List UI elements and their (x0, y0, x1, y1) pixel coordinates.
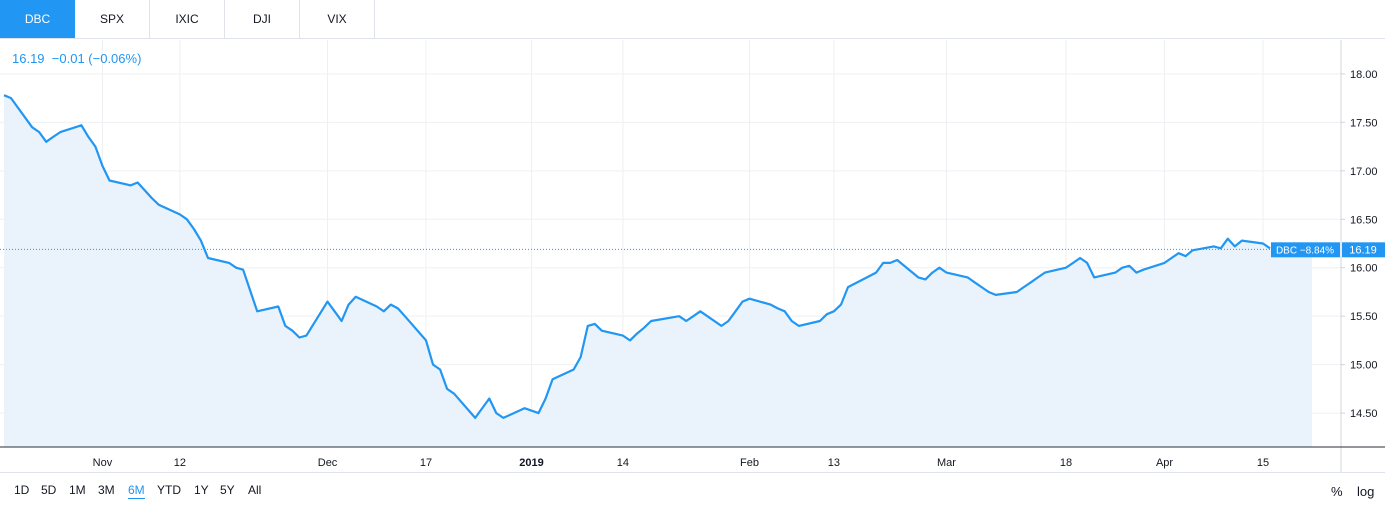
range-1y[interactable]: 1Y (194, 483, 209, 497)
series-area (4, 95, 1312, 447)
x-tick-label: Feb (740, 457, 759, 469)
tab-spx[interactable]: SPX (75, 0, 150, 38)
x-tick-label: Nov (93, 457, 113, 469)
y-tick-label: 17.00 (1350, 166, 1378, 178)
x-tick-label: 14 (617, 457, 629, 469)
tab-ixic[interactable]: IXIC (150, 0, 225, 38)
range-3m[interactable]: 3M (98, 483, 115, 497)
x-tick-label: 18 (1060, 457, 1072, 469)
range-5d[interactable]: 5D (41, 483, 57, 497)
range-ytd[interactable]: YTD (157, 483, 181, 497)
tab-dbc[interactable]: DBC (0, 0, 75, 38)
range-1d[interactable]: 1D (14, 483, 30, 497)
y-tick-label: 18.00 (1350, 69, 1378, 81)
x-tick-label: Apr (1156, 457, 1173, 469)
x-tick-label: Dec (318, 457, 338, 469)
range-6m[interactable]: 6M (128, 483, 145, 499)
y-tick-label: 16.00 (1350, 263, 1378, 275)
range-all[interactable]: All (248, 483, 262, 497)
x-tick-label: 12 (174, 457, 186, 469)
x-tick-label: 15 (1257, 457, 1269, 469)
x-tick-label: 2019 (519, 457, 543, 469)
log-scale-toggle[interactable]: log (1357, 484, 1375, 499)
range-bar: 1D 5D 1M 3M 6M YTD 1Y 5Y All % log (0, 472, 1385, 506)
y-tick-label: 16.50 (1350, 214, 1378, 226)
x-tick-label: 17 (420, 457, 432, 469)
quote-readout: 16.19 −0.01 (−0.06%) (12, 51, 141, 66)
tab-dji[interactable]: DJI (225, 0, 300, 38)
last-price-text: 16.19 (1349, 244, 1377, 256)
range-5y[interactable]: 5Y (220, 483, 235, 497)
quote-change: −0.01 (−0.06%) (51, 51, 142, 66)
last-price-badge (1342, 242, 1385, 258)
last-label-text: DBC −8.84% (1276, 245, 1334, 256)
tab-vix[interactable]: VIX (300, 0, 375, 38)
y-tick-label: 14.50 (1350, 408, 1378, 420)
x-tick-label: 13 (828, 457, 840, 469)
symbol-tabs: DBC SPX IXIC DJI VIX (0, 0, 1385, 39)
y-tick-label: 15.00 (1350, 360, 1378, 372)
x-tick-label: Mar (937, 457, 956, 469)
percent-scale-toggle[interactable]: % (1331, 484, 1343, 499)
quote-price: 16.19 (12, 51, 45, 66)
y-tick-label: 17.50 (1350, 117, 1378, 129)
range-1m[interactable]: 1M (69, 483, 86, 497)
y-tick-label: 15.50 (1350, 311, 1378, 323)
last-label-badge (1271, 242, 1340, 258)
